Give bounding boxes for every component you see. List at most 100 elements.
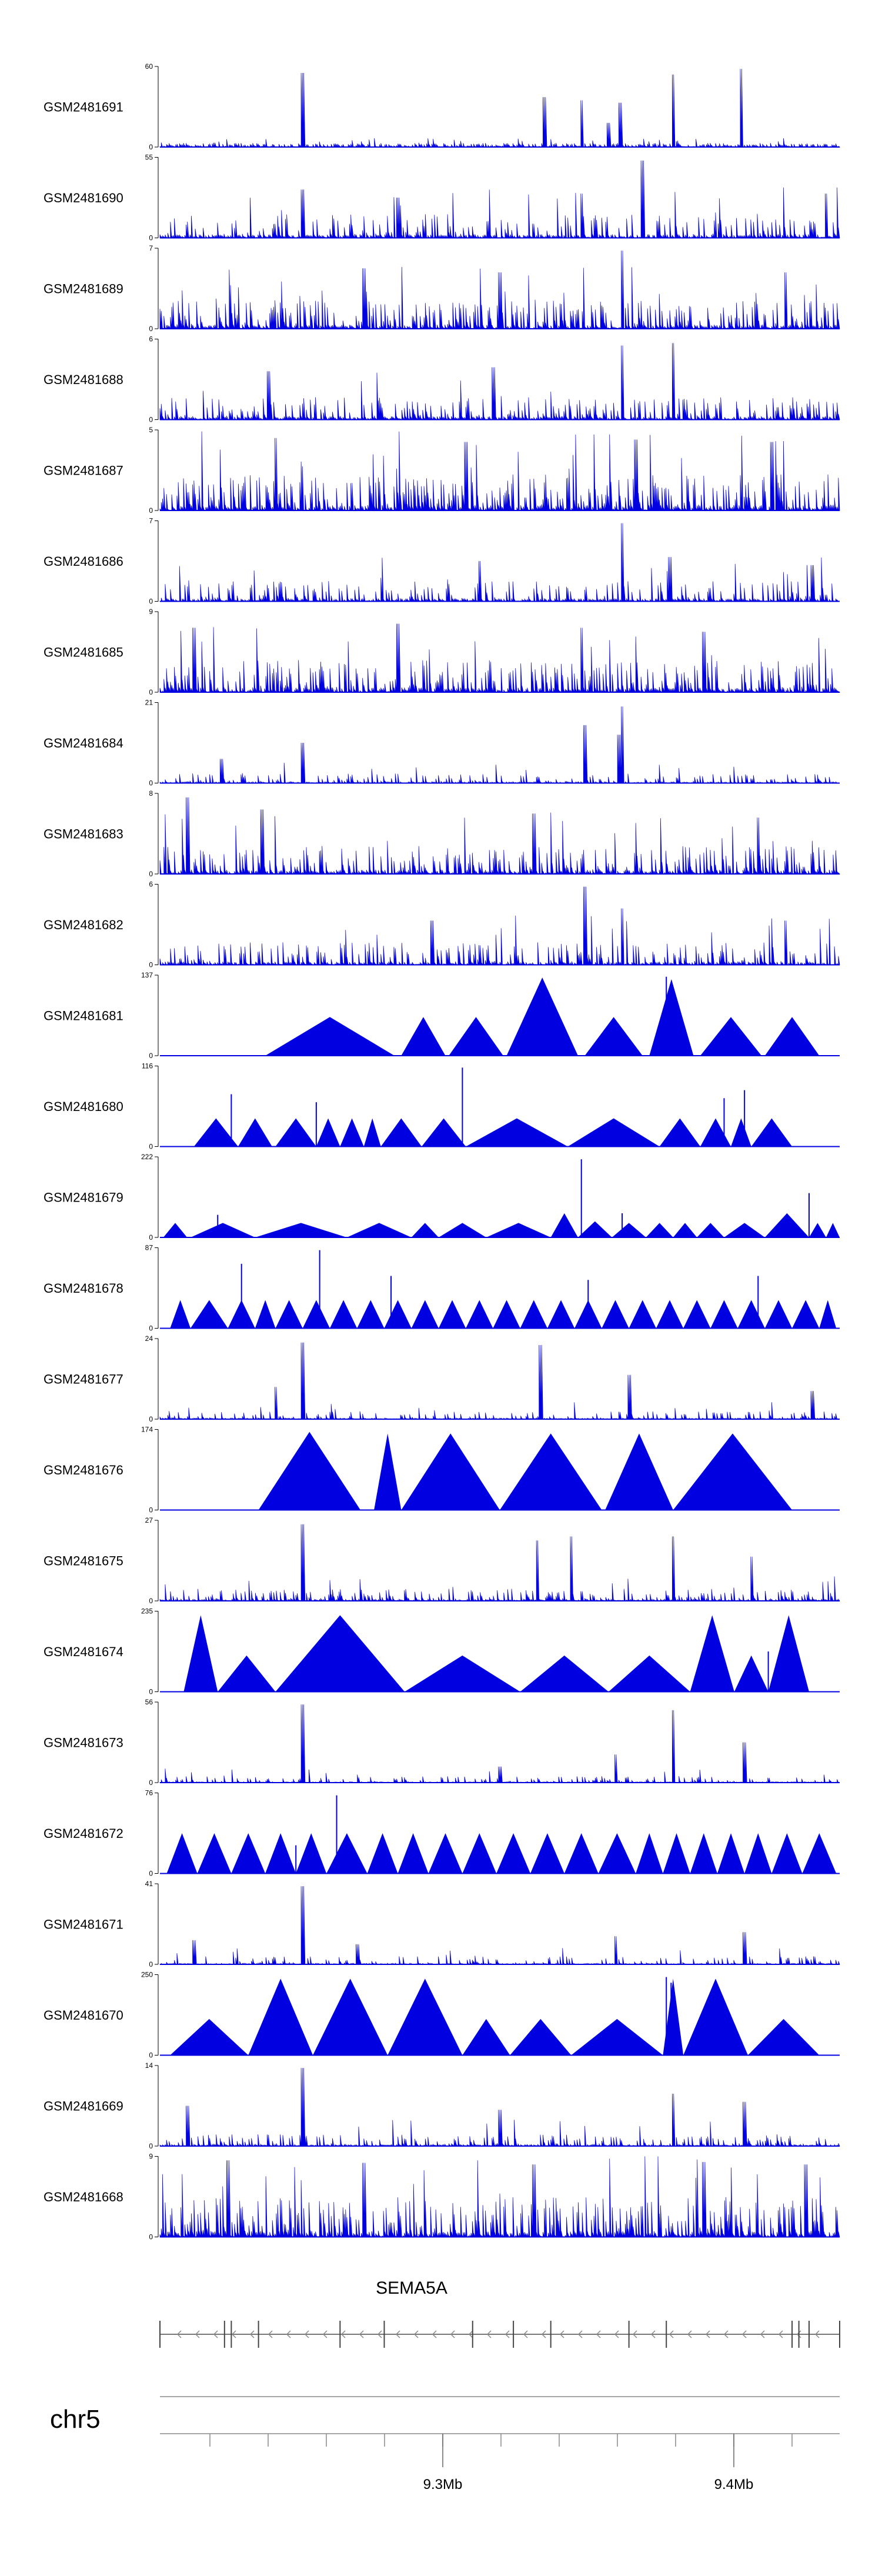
track-GSM2481682: GSM2481682 6 0 bbox=[44, 880, 840, 969]
track-label: GSM2481679 bbox=[44, 1190, 123, 1205]
gene-model bbox=[159, 2321, 840, 2348]
coverage-signal bbox=[159, 1886, 840, 1966]
y-max-label: 55 bbox=[145, 154, 153, 162]
coverage-span bbox=[313, 1978, 388, 2056]
coverage-span bbox=[255, 1300, 276, 1329]
coverage-span bbox=[438, 1223, 486, 1237]
coverage-span bbox=[764, 1017, 820, 1056]
y-max-label: 9 bbox=[149, 2153, 153, 2161]
coverage-span bbox=[496, 1833, 531, 1874]
track-GSM2481681: GSM2481681 137 0 bbox=[44, 971, 840, 1060]
coverage-span bbox=[218, 1655, 276, 1692]
strand-arrow bbox=[395, 2330, 400, 2338]
y-max-label: 60 bbox=[145, 62, 153, 71]
track-GSM2481679: GSM2481679 222 0 bbox=[44, 1153, 840, 1242]
coverage-span bbox=[275, 1615, 405, 1692]
track-GSM2481686: GSM2481686 7 0 bbox=[44, 517, 840, 606]
coverage-span bbox=[422, 1118, 466, 1147]
track-label: GSM2481690 bbox=[44, 191, 123, 205]
track-GSM2481669: GSM2481669 14 0 bbox=[44, 2061, 840, 2150]
y-min-label: 0 bbox=[149, 2233, 153, 2241]
coverage-span bbox=[683, 1978, 748, 2056]
coverage-span bbox=[826, 1223, 840, 1237]
track-label: GSM2481685 bbox=[44, 645, 123, 660]
track-label: GSM2481687 bbox=[44, 463, 123, 478]
y-max-label: 8 bbox=[149, 789, 153, 798]
strand-arrow bbox=[286, 2330, 291, 2338]
strand-arrow bbox=[268, 2330, 273, 2338]
track-GSM2481683: GSM2481683 8 0 bbox=[44, 789, 840, 878]
coverage-span bbox=[380, 1118, 422, 1147]
coverage-span bbox=[734, 1655, 769, 1692]
track-GSM2481687: GSM2481687 5 0 bbox=[44, 426, 840, 515]
track-label: GSM2481673 bbox=[44, 1736, 123, 1750]
coverage-span bbox=[363, 1118, 381, 1147]
y-max-label: 116 bbox=[142, 1062, 153, 1070]
y-max-label: 76 bbox=[145, 1789, 153, 1797]
coverage-signal bbox=[159, 251, 840, 330]
y-max-label: 56 bbox=[145, 1698, 153, 1706]
y-min-label: 0 bbox=[149, 2142, 153, 2150]
coverage-span bbox=[567, 1118, 660, 1147]
coverage-signal bbox=[159, 886, 840, 966]
track-label: GSM2481686 bbox=[44, 554, 123, 569]
coverage-span bbox=[316, 1118, 340, 1147]
coverage-span bbox=[506, 977, 578, 1056]
y-max-label: 222 bbox=[141, 1153, 153, 1161]
track-label: GSM2481680 bbox=[44, 1099, 123, 1114]
strand-arrow bbox=[486, 2330, 492, 2338]
y-max-label: 24 bbox=[145, 1334, 153, 1343]
strand-arrow bbox=[450, 2330, 455, 2338]
coverage-span bbox=[731, 1118, 751, 1147]
strand-arrow bbox=[723, 2330, 729, 2338]
coverage-span bbox=[466, 1300, 493, 1329]
coverage-span bbox=[191, 1223, 255, 1237]
strand-arrow bbox=[523, 2330, 528, 2338]
strand-arrow bbox=[176, 2330, 182, 2338]
coverage-span bbox=[275, 1300, 303, 1329]
genome-axis: chr5 9.3Mb 9.4Mb bbox=[50, 2396, 840, 2492]
track-label: GSM2481678 bbox=[44, 1281, 123, 1296]
y-max-label: 137 bbox=[141, 971, 153, 979]
coverage-span bbox=[673, 1223, 697, 1237]
coverage-span bbox=[275, 1118, 316, 1147]
coverage-span bbox=[744, 1833, 772, 1874]
strand-arrow bbox=[432, 2330, 437, 2338]
strand-arrow bbox=[468, 2330, 473, 2338]
coverage-span bbox=[700, 1017, 762, 1056]
y-min-label: 0 bbox=[149, 416, 153, 424]
coverage-span bbox=[384, 1300, 412, 1329]
y-max-label: 5 bbox=[149, 426, 153, 434]
strand-arrow bbox=[760, 2330, 765, 2338]
coverage-span bbox=[751, 1118, 793, 1147]
strand-arrow bbox=[687, 2330, 692, 2338]
track-label: GSM2481670 bbox=[44, 2008, 123, 2023]
coverage-signal bbox=[159, 623, 841, 693]
coverage-signal bbox=[159, 523, 840, 602]
coverage-span bbox=[764, 1300, 793, 1329]
y-min-label: 0 bbox=[149, 870, 153, 878]
coverage-span bbox=[771, 1833, 803, 1874]
coverage-span bbox=[367, 1833, 398, 1874]
coverage-span bbox=[605, 1433, 673, 1510]
coverage-span bbox=[683, 1300, 711, 1329]
coverage-span bbox=[577, 1221, 612, 1237]
track-label: GSM2481675 bbox=[44, 1554, 123, 1569]
strand-arrow bbox=[632, 2330, 637, 2338]
coverage-span bbox=[231, 1833, 266, 1874]
y-min-label: 0 bbox=[149, 1233, 153, 1242]
coverage-tracks: GSM2481691600GSM2481690550GSM248168970GS… bbox=[44, 62, 841, 2241]
coverage-signal bbox=[159, 160, 840, 239]
y-min-label: 0 bbox=[149, 506, 153, 515]
coverage-span bbox=[737, 1300, 765, 1329]
y-min-label: 0 bbox=[149, 1778, 153, 1787]
y-min-label: 0 bbox=[149, 598, 153, 606]
coverage-span bbox=[724, 1223, 765, 1237]
coverage-span bbox=[401, 1017, 446, 1056]
coverage-span bbox=[629, 1300, 656, 1329]
track-GSM2481671: GSM2481671 41 0 bbox=[44, 1880, 840, 1968]
coverage-span bbox=[510, 2018, 572, 2056]
y-min-label: 0 bbox=[149, 1597, 153, 1605]
track-label: GSM2481674 bbox=[44, 1644, 123, 1659]
